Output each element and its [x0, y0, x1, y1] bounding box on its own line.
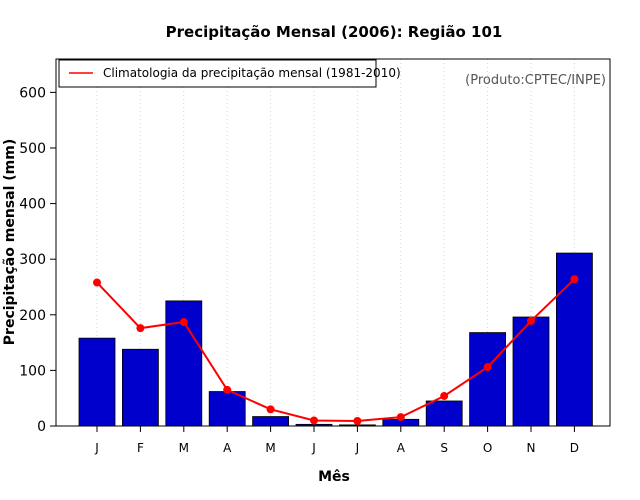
x-tick-label-5: J	[311, 441, 316, 455]
x-tick-label-7: A	[397, 441, 406, 455]
y-tick-label-600: 600	[19, 85, 46, 101]
climatology-point-1	[136, 324, 145, 333]
chart-title: Precipitação Mensal (2006): Região 101	[166, 23, 503, 41]
x-tick-label-3: A	[223, 441, 232, 455]
legend-label: Climatologia da precipitação mensal (198…	[103, 66, 401, 80]
y-tick-label-300: 300	[19, 252, 46, 268]
bar-3	[208, 391, 246, 427]
bar-1	[122, 348, 159, 427]
climatology-point-6	[353, 416, 362, 425]
y-tick-label-0: 0	[37, 419, 46, 435]
plot-frame	[55, 58, 611, 427]
y-tick-label-400: 400	[19, 197, 46, 213]
y-tick-label-500: 500	[19, 141, 46, 157]
bar-0	[78, 337, 116, 427]
climatology-point-9	[483, 363, 492, 372]
climatology-point-11	[570, 275, 579, 284]
climatology-point-0	[93, 278, 101, 287]
bar-4	[252, 416, 290, 427]
climatology-series	[93, 275, 579, 425]
climatology-point-8	[440, 391, 449, 400]
climatology-line	[96, 278, 576, 422]
x-tick-label-2: M	[179, 441, 189, 455]
climatology-point-7	[396, 413, 405, 422]
y-tick-label-100: 100	[19, 363, 46, 379]
climatology-point-10	[527, 316, 535, 325]
x-axis-title: Mês	[318, 469, 350, 485]
bar-9	[469, 332, 507, 427]
climatology-point-2	[179, 318, 188, 327]
y-axis-title: Precipitação mensal (mm)	[2, 139, 18, 345]
y-axis: 0 100 200 300 400 500 600	[19, 85, 56, 435]
x-tick-label-8: S	[440, 441, 448, 455]
x-tick-label-4: M	[265, 441, 275, 455]
climatology-point-5	[310, 416, 318, 425]
y-tick-label-200: 200	[19, 308, 46, 324]
x-tick-label-6: J	[355, 441, 360, 455]
legend: Climatologia da precipitação mensal (198…	[58, 59, 401, 88]
bar-series	[78, 252, 593, 427]
x-tick-label-1: F	[137, 441, 144, 455]
climatology-point-3	[223, 385, 232, 394]
legend-box	[58, 59, 377, 88]
x-tick-label-10: N	[527, 441, 536, 455]
x-tick-label-11: D	[570, 441, 579, 455]
source-credit: (Produto:CPTEC/INPE)	[465, 73, 606, 88]
x-tick-label-9: O	[483, 441, 492, 455]
climatology-point-4	[266, 405, 275, 414]
bar-8	[425, 400, 463, 427]
x-tick-label-0: J	[94, 441, 99, 455]
